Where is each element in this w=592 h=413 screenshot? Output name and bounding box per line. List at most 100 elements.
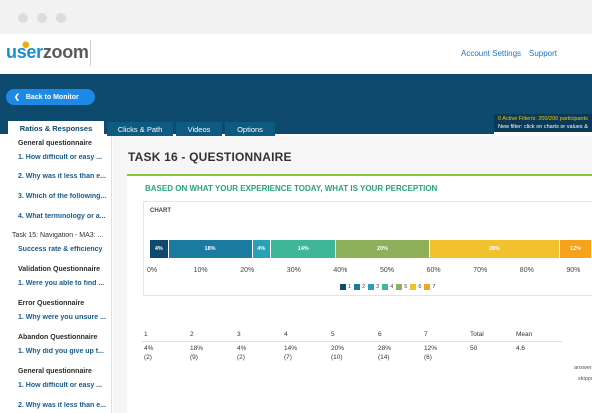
table-cell[interactable]: 14%: [284, 345, 298, 352]
bar-segment-4[interactable]: 14%: [271, 240, 337, 258]
sidebar-item-abandon-q1[interactable]: 1. Why did you give up t...: [18, 348, 104, 355]
bar-data-label: 20%: [376, 246, 388, 252]
table-divider: [142, 341, 562, 342]
account-settings-link[interactable]: Account Settings: [461, 49, 522, 58]
sidebar-item-success-rate[interactable]: Success rate & efficiency: [18, 246, 103, 253]
legend-item-2[interactable]: 2: [354, 284, 365, 290]
legend-label: 4: [390, 284, 394, 290]
bar-data-label: 14%: [297, 246, 309, 252]
tab-options[interactable]: Options: [225, 122, 275, 136]
table-count[interactable]: (2): [144, 354, 152, 361]
table-cell[interactable]: 20%: [331, 345, 345, 352]
table-header: 5: [331, 331, 335, 338]
legend-item-5[interactable]: 5: [396, 284, 407, 290]
response-table: 1 2 3 4 5 6 7 Total Mean 4% 18% 4% 14% 2…: [142, 331, 592, 382]
legend-label: 1: [348, 284, 352, 290]
sidebar-item-general2-q1[interactable]: 1. How difficult or easy ...: [18, 382, 103, 389]
bar-data-label: 4%: [257, 246, 266, 252]
table-cell[interactable]: 28%: [378, 345, 392, 352]
legend-item-4[interactable]: 4: [382, 284, 393, 290]
table-count[interactable]: (6): [424, 354, 432, 361]
x-tick-label: 10%: [193, 267, 208, 274]
chart-legend: 1 2 3 4 5 6 7: [340, 283, 438, 291]
table-header: Mean: [516, 331, 533, 338]
bar-data-label: 18%: [204, 246, 216, 252]
bar-segment-3[interactable]: 4%: [252, 240, 272, 258]
sidebar-item-q3[interactable]: 3. Which of the following...: [18, 193, 107, 200]
window-maximize-dot[interactable]: [56, 13, 66, 23]
x-tick-label: 90%: [566, 267, 581, 274]
table-header: Total: [470, 331, 484, 338]
legend-swatch: [340, 284, 346, 290]
window-close-dot[interactable]: [18, 13, 28, 23]
chevron-left-icon: ❮: [14, 94, 20, 101]
question-title: BASED ON WHAT YOUR EXPERIENCE TODAY, WHA…: [145, 184, 438, 193]
sidebar-section-abandon: Abandon Questionnaire: [18, 334, 98, 341]
tab-videos[interactable]: Videos: [176, 122, 222, 136]
window-titlebar: [0, 0, 592, 34]
active-filter-count: 0 Active Filter/s: 200/200 participants: [498, 116, 588, 122]
table-header: 7: [424, 331, 428, 338]
legend-label: 3: [376, 284, 380, 290]
sidebar-item-general2-q2[interactable]: 2. Why was it less than e...: [18, 402, 106, 409]
legend-item-1[interactable]: 1: [340, 284, 351, 290]
x-tick-label: 60%: [426, 267, 441, 274]
table-count[interactable]: (9): [190, 354, 198, 361]
sidebar-section-validation: Validation Questionnaire: [18, 266, 101, 273]
table-header: 3: [237, 331, 241, 338]
bar-data-label: 12%: [570, 246, 582, 252]
table-mean: 4.6: [516, 345, 526, 352]
sidebar-item-q2[interactable]: 2. Why was it less than e...: [18, 173, 106, 180]
legend-item-7[interactable]: 7: [424, 284, 435, 290]
table-count[interactable]: (2): [237, 354, 245, 361]
userzoom-logo: ✺ userzoom: [6, 40, 89, 63]
back-to-monitor-button[interactable]: ❮ Back to Monitor: [6, 89, 95, 105]
x-tick-label: 40%: [333, 267, 348, 274]
table-header: 6: [378, 331, 382, 338]
back-button-label: Back to Monitor: [25, 93, 79, 101]
sidebar-item-q4[interactable]: 4. What terminology or a...: [18, 213, 106, 220]
logo-text-zoom: zoom: [42, 42, 89, 62]
sidebar-section-error: Error Questionnaire: [18, 300, 85, 307]
table-cell[interactable]: 12%: [424, 345, 438, 352]
chart-panel: CHART: [143, 201, 592, 296]
tab-ratios-responses[interactable]: Ratios & Responses: [8, 121, 104, 136]
legend-swatch: [424, 284, 431, 290]
sidebar-item-q1[interactable]: 1. How difficult or easy ...: [18, 154, 103, 161]
sidebar-section-general: General questionnaire: [18, 140, 92, 147]
table-count[interactable]: (10): [331, 354, 343, 361]
bar-segment-7[interactable]: 12%: [560, 240, 592, 258]
x-tick-label: 50%: [380, 267, 395, 274]
bar-segment-2[interactable]: 18%: [168, 240, 253, 258]
table-header: 2: [190, 331, 194, 338]
bar-segment-6[interactable]: 28%: [429, 240, 561, 258]
legend-label: 5: [404, 284, 408, 290]
x-tick-label: 0%: [147, 267, 158, 274]
page-title: TASK 16 - QUESTIONNAIRE: [128, 150, 292, 164]
bar-segment-5[interactable]: 20%: [336, 240, 430, 258]
active-filter-note[interactable]: 0 Active Filter/s: 200/200 participants …: [494, 114, 592, 132]
table-header: 1: [144, 331, 148, 338]
table-count[interactable]: (14): [378, 354, 390, 361]
legend-label: 7: [432, 284, 436, 290]
app-header: ✺ userzoom Account Settings Support: [0, 34, 592, 74]
table-cell[interactable]: 4%: [144, 345, 154, 352]
window-minimize-dot[interactable]: [37, 13, 47, 23]
x-tick-label: 30%: [286, 267, 301, 274]
sidebar: General questionnaire 1. How difficult o…: [0, 136, 112, 413]
legend-swatch: [396, 284, 403, 290]
legend-item-6[interactable]: 6: [410, 284, 421, 290]
sidebar-item-validation-q1[interactable]: 1. Were you able to find ...: [18, 280, 105, 287]
table-count[interactable]: (7): [284, 354, 292, 361]
legend-item-3[interactable]: 3: [368, 284, 379, 290]
x-tick-label: 20%: [240, 267, 255, 274]
toolbar: ❮ Back to Monitor: [0, 74, 592, 120]
tab-clicks-path[interactable]: Clicks & Path: [107, 122, 173, 136]
legend-label: 2: [362, 284, 366, 290]
table-cell[interactable]: 18%: [190, 345, 204, 352]
support-link[interactable]: Support: [529, 49, 558, 58]
sidebar-item-error-q1[interactable]: 1. Why were you unsure ...: [18, 314, 106, 321]
table-total: 50: [470, 345, 478, 352]
table-cell[interactable]: 4%: [237, 345, 247, 352]
bar-segment-1[interactable]: 4%: [150, 240, 169, 258]
